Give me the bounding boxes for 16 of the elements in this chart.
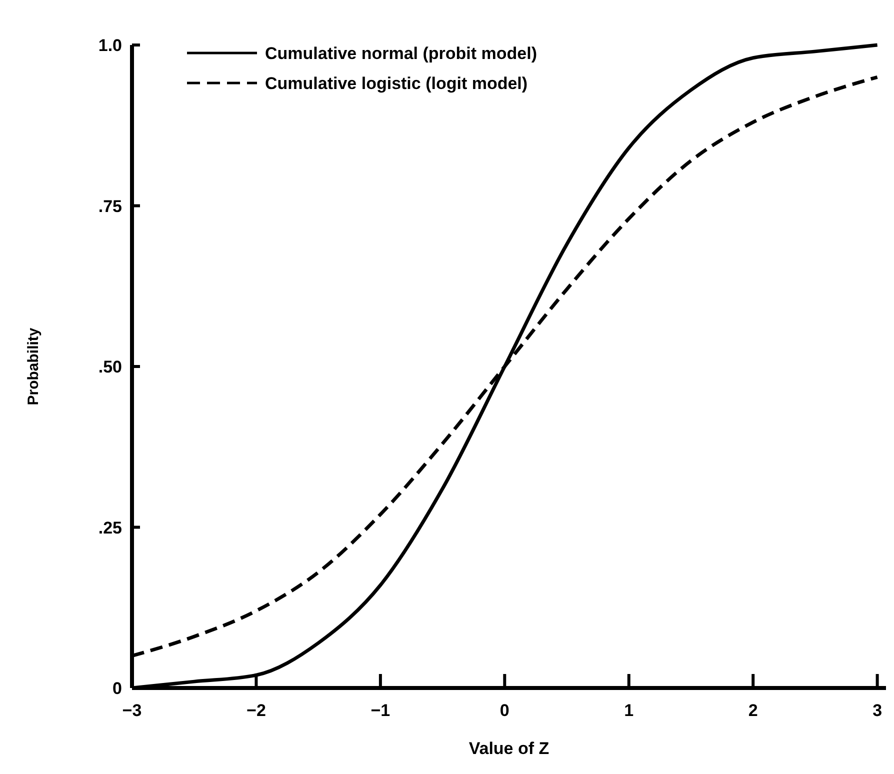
y-axis-title: Probability [25,327,42,406]
x-tick-label: −1 [370,701,390,720]
x-tick-label: −2 [246,701,266,720]
y-tick-label: .75 [98,196,122,216]
y-tick-label: 1.0 [98,36,122,55]
x-tick-label: 1 [624,701,634,720]
legend-label: Cumulative normal (probit model) [265,44,538,63]
x-tick-label: 2 [748,701,758,720]
x-tick-label: 0 [500,701,510,720]
x-tick-label: −3 [122,701,142,720]
y-tick-label: 0 [112,679,122,698]
x-axis-title: Value of Z [468,739,550,758]
x-tick-label: 3 [872,701,882,720]
y-tick-label: .25 [98,518,122,538]
legend-label: Cumulative logistic (logit model) [265,74,528,93]
y-tick-label: .50 [98,358,122,376]
